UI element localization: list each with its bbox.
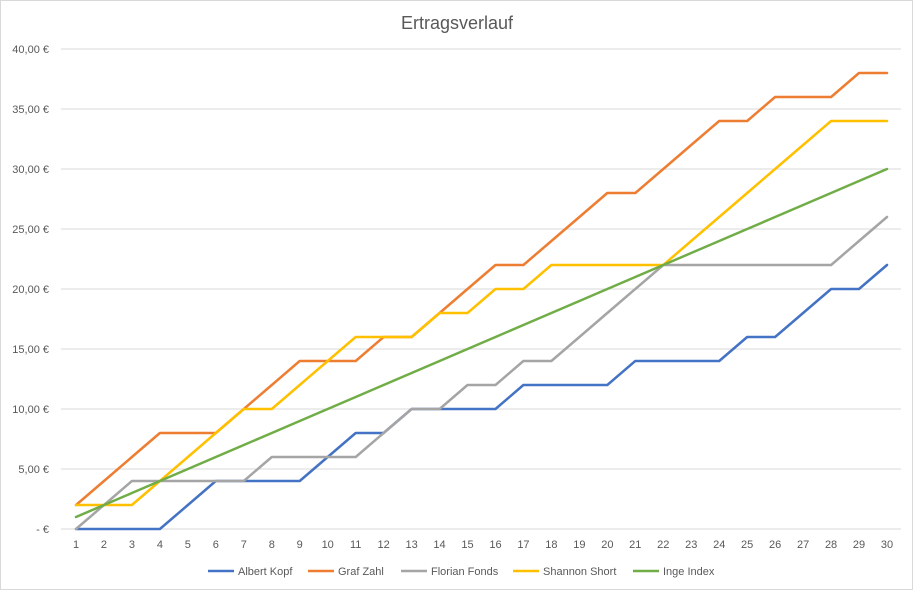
- series-line-shannon-short: [74, 119, 889, 507]
- x-tick-label: 27: [797, 539, 809, 551]
- legend: Albert Kopf Graf Zahl Florian Fonds Shannon…: [208, 566, 715, 578]
- legend-item-inge-index: Inge Index: [633, 566, 715, 578]
- x-tick-label: 9: [297, 539, 303, 551]
- x-tick-label: 10: [322, 539, 334, 551]
- x-tick-label: 14: [433, 539, 445, 551]
- x-tick-label: 15: [461, 539, 473, 551]
- x-tick-label: 20: [601, 539, 613, 551]
- legend-label: Albert Kopf: [238, 566, 293, 578]
- y-tick-label: 35,00 €: [12, 104, 49, 116]
- x-tick-label: 29: [853, 539, 865, 551]
- x-tick-label: 19: [573, 539, 585, 551]
- legend-label: Graf Zahl: [338, 566, 384, 578]
- y-tick-label: 40,00 €: [12, 44, 49, 56]
- x-tick-label: 6: [213, 539, 219, 551]
- x-tick-label: 16: [489, 539, 501, 551]
- x-tick-label: 5: [185, 539, 191, 551]
- y-axis-ticks: - € 5,00 € 10,00 € 15,00 € 20,00 € 25,00 € 30,…: [12, 44, 49, 536]
- x-tick-label: 21: [629, 539, 641, 551]
- x-tick-label: 30: [881, 539, 893, 551]
- x-tick-label: 24: [713, 539, 725, 551]
- x-tick-label: 26: [769, 539, 781, 551]
- legend-item-albert-kopf: Albert Kopf: [208, 566, 293, 578]
- y-tick-label: 15,00 €: [12, 344, 49, 356]
- x-tick-label: 22: [657, 539, 669, 551]
- x-tick-label: 25: [741, 539, 753, 551]
- x-tick-label: 4: [157, 539, 163, 551]
- y-tick-label: 5,00 €: [18, 464, 49, 476]
- x-tick-label: 1: [73, 539, 79, 551]
- series-line-graf-zahl: [74, 71, 889, 507]
- series-lines: [74, 71, 889, 531]
- series-line-florian-fonds: [74, 215, 889, 531]
- series-line-inge-index: [74, 167, 889, 519]
- legend-label: Inge Index: [663, 566, 715, 578]
- x-tick-label: 17: [517, 539, 529, 551]
- x-tick-label: 23: [685, 539, 697, 551]
- x-tick-label: 18: [545, 539, 557, 551]
- y-tick-label: 30,00 €: [12, 164, 49, 176]
- legend-label: Shannon Short: [543, 566, 616, 578]
- x-tick-label: 13: [405, 539, 417, 551]
- series-line-albert-kopf: [74, 263, 889, 531]
- chart-title: Ertragsverlauf: [401, 13, 514, 33]
- x-tick-label: 8: [269, 539, 275, 551]
- x-tick-label: 12: [377, 539, 389, 551]
- x-tick-label: 11: [350, 539, 361, 551]
- legend-item-florian-fonds: Florian Fonds: [401, 566, 499, 578]
- legend-label: Florian Fonds: [431, 566, 499, 578]
- y-tick-label: 25,00 €: [12, 224, 49, 236]
- y-tick-label: 10,00 €: [12, 404, 49, 416]
- x-tick-label: 2: [101, 539, 107, 551]
- x-axis-ticks: 1 2 3 4 5 6 7 8 9 10 11 12 13 14 15 16 17 18 19 20 21 22 23 24 2…: [73, 539, 893, 551]
- y-tick-label: - €: [36, 524, 49, 536]
- x-tick-label: 28: [825, 539, 837, 551]
- x-tick-label: 3: [129, 539, 135, 551]
- legend-item-graf-zahl: Graf Zahl: [308, 566, 384, 578]
- legend-item-shannon-short: Shannon Short: [513, 566, 616, 578]
- gridlines: [61, 48, 901, 530]
- y-tick-label: 20,00 €: [12, 284, 49, 296]
- x-tick-label: 7: [241, 539, 247, 551]
